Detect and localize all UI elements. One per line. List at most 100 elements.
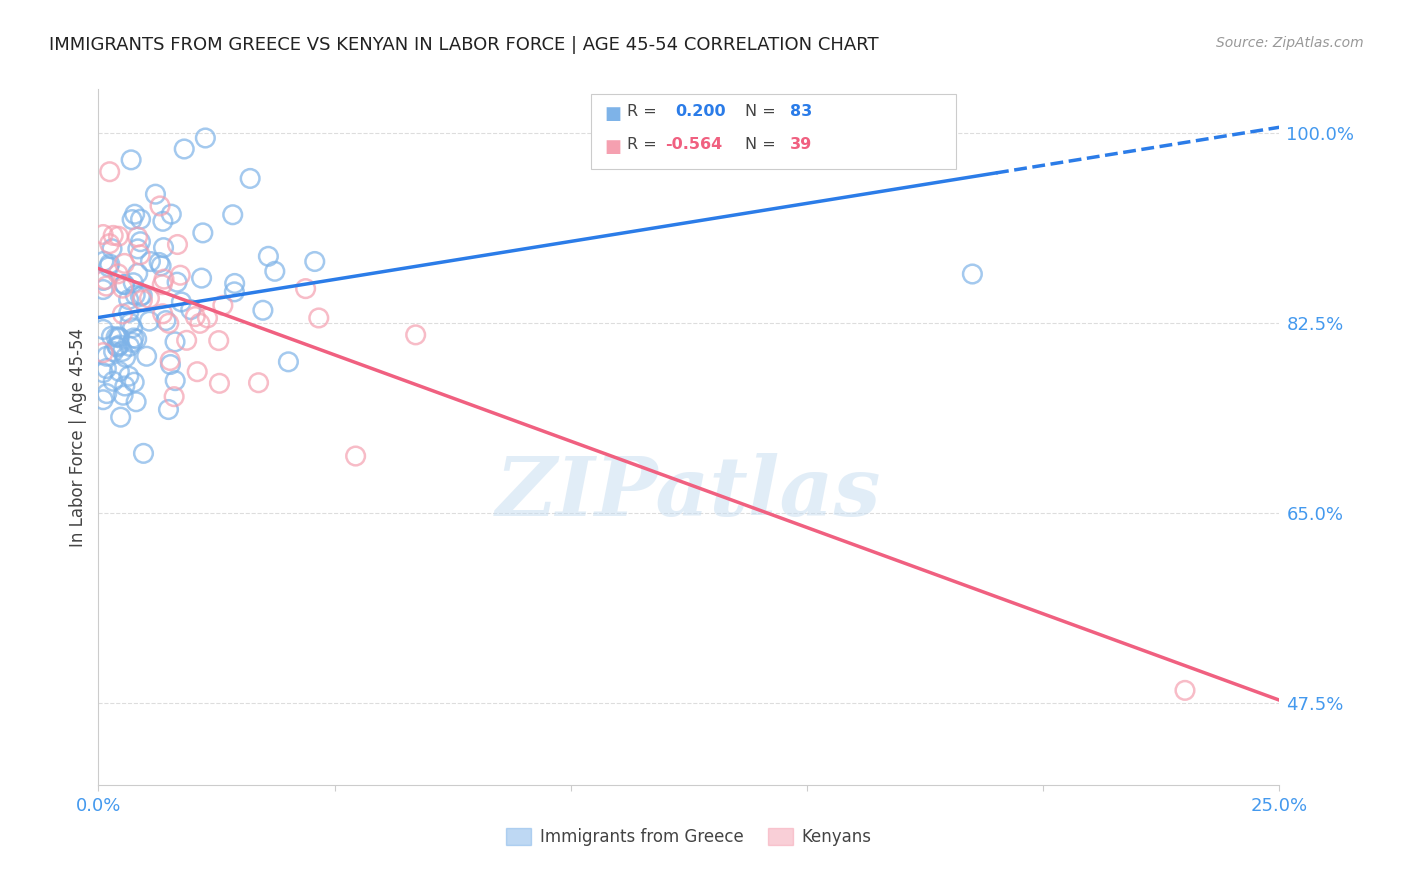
Point — [105, 339, 128, 353]
Point — [166, 237, 188, 252]
Point — [135, 349, 157, 363]
Point — [257, 249, 280, 263]
Point — [149, 199, 172, 213]
Point — [98, 236, 121, 251]
Point — [405, 327, 427, 342]
Point — [121, 335, 143, 350]
Text: 83: 83 — [790, 104, 813, 120]
Point — [96, 279, 118, 293]
Point — [222, 208, 245, 222]
Point — [114, 277, 136, 292]
Point — [138, 314, 160, 328]
Point — [124, 207, 146, 221]
Point — [224, 285, 246, 299]
Point — [304, 254, 326, 268]
Point — [93, 254, 115, 268]
Text: 0.200: 0.200 — [675, 104, 725, 120]
Point — [121, 212, 143, 227]
Point — [122, 375, 145, 389]
Text: R =: R = — [627, 137, 662, 153]
Point — [94, 272, 117, 286]
Point — [117, 293, 139, 307]
Point — [114, 379, 136, 393]
Point — [277, 355, 299, 369]
Point — [962, 267, 984, 281]
Point — [122, 331, 145, 345]
Point — [166, 275, 188, 289]
Point — [212, 298, 235, 312]
Point — [150, 277, 173, 292]
Point — [263, 264, 285, 278]
Text: 39: 39 — [790, 137, 813, 153]
Point — [294, 282, 316, 296]
Text: N =: N = — [745, 137, 782, 153]
Point — [127, 230, 149, 244]
Text: ZIPatlas: ZIPatlas — [496, 453, 882, 533]
Point — [344, 449, 367, 463]
Point — [194, 131, 217, 145]
Point — [97, 260, 120, 274]
Point — [180, 302, 202, 317]
Point — [186, 365, 208, 379]
Point — [208, 334, 231, 348]
Point — [91, 366, 114, 380]
Point — [101, 242, 124, 256]
Point — [103, 374, 125, 388]
Point — [152, 241, 174, 255]
Point — [127, 242, 149, 256]
Legend: Immigrants from Greece, Kenyans: Immigrants from Greece, Kenyans — [499, 822, 879, 853]
Point — [163, 390, 186, 404]
Point — [91, 283, 114, 297]
Point — [153, 272, 176, 286]
Point — [132, 446, 155, 460]
Point — [118, 316, 141, 330]
Point — [224, 277, 246, 291]
Text: ■: ■ — [605, 138, 621, 156]
Point — [127, 267, 149, 281]
Point — [170, 295, 193, 310]
Point — [108, 338, 131, 352]
Point — [105, 330, 128, 344]
Point — [98, 165, 121, 179]
Point — [108, 331, 131, 345]
Point — [190, 271, 212, 285]
Text: Source: ZipAtlas.com: Source: ZipAtlas.com — [1216, 36, 1364, 50]
Point — [111, 307, 134, 321]
Point — [159, 358, 181, 372]
Point — [131, 288, 153, 302]
Point — [1174, 683, 1197, 698]
Point — [118, 305, 141, 319]
Point — [138, 291, 160, 305]
Text: -0.564: -0.564 — [665, 137, 723, 153]
Point — [96, 361, 118, 376]
Point — [122, 276, 145, 290]
Point — [91, 273, 114, 287]
Point — [148, 255, 170, 269]
Point — [160, 207, 183, 221]
Point — [139, 254, 162, 268]
Point — [155, 313, 177, 327]
Point — [157, 316, 180, 330]
Point — [107, 340, 129, 354]
Point — [125, 332, 148, 346]
Point — [107, 330, 129, 344]
Point — [120, 153, 142, 167]
Point — [107, 267, 129, 281]
Point — [252, 303, 274, 318]
Point — [91, 227, 114, 242]
Point — [129, 212, 152, 227]
Point — [121, 320, 143, 334]
Point — [110, 410, 132, 425]
Y-axis label: In Labor Force | Age 45-54: In Labor Force | Age 45-54 — [69, 327, 87, 547]
Point — [129, 289, 152, 303]
Point — [114, 351, 136, 365]
Text: IMMIGRANTS FROM GREECE VS KENYAN IN LABOR FORCE | AGE 45-54 CORRELATION CHART: IMMIGRANTS FROM GREECE VS KENYAN IN LABO… — [49, 36, 879, 54]
Text: ■: ■ — [605, 105, 621, 123]
Point — [98, 257, 121, 271]
Point — [188, 316, 211, 330]
Point — [150, 259, 173, 273]
Point — [124, 288, 146, 302]
Point — [239, 171, 262, 186]
Point — [157, 402, 180, 417]
Point — [131, 293, 153, 307]
